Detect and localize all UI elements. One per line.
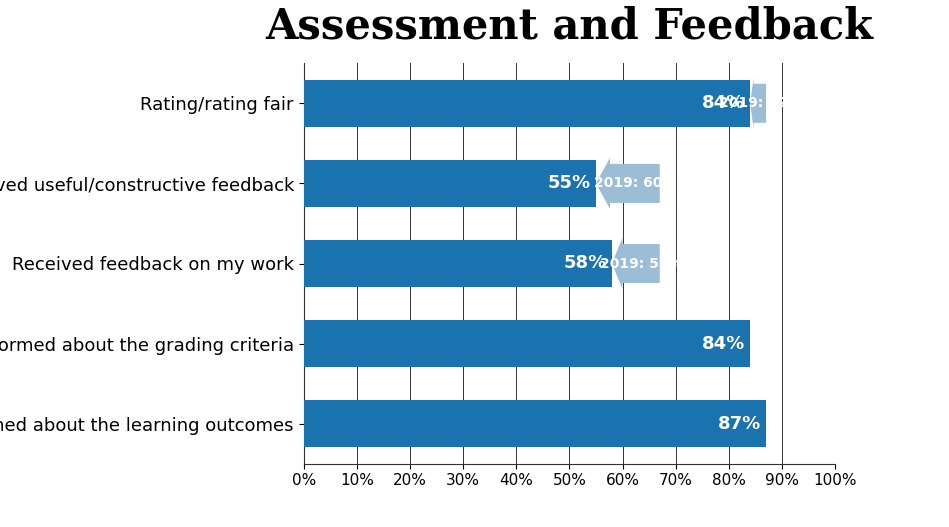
Bar — [304, 320, 750, 367]
Polygon shape — [596, 158, 660, 209]
Text: 55%: 55% — [548, 174, 590, 192]
Text: 2019: 59%: 2019: 59% — [600, 257, 682, 270]
Text: 87%: 87% — [717, 415, 761, 433]
Polygon shape — [750, 78, 766, 129]
Text: 2019: 60%: 2019: 60% — [594, 177, 676, 190]
Bar — [304, 240, 612, 287]
Title: Assessment and Feedback: Assessment and Feedback — [266, 5, 873, 47]
Bar — [304, 80, 750, 126]
Polygon shape — [612, 238, 660, 289]
Text: 2019: 72%: 2019: 72% — [718, 96, 801, 110]
Text: 58%: 58% — [564, 255, 606, 272]
Bar — [304, 401, 766, 447]
Text: 84%: 84% — [701, 335, 745, 353]
Text: 84%: 84% — [701, 94, 745, 112]
Bar — [304, 160, 596, 207]
